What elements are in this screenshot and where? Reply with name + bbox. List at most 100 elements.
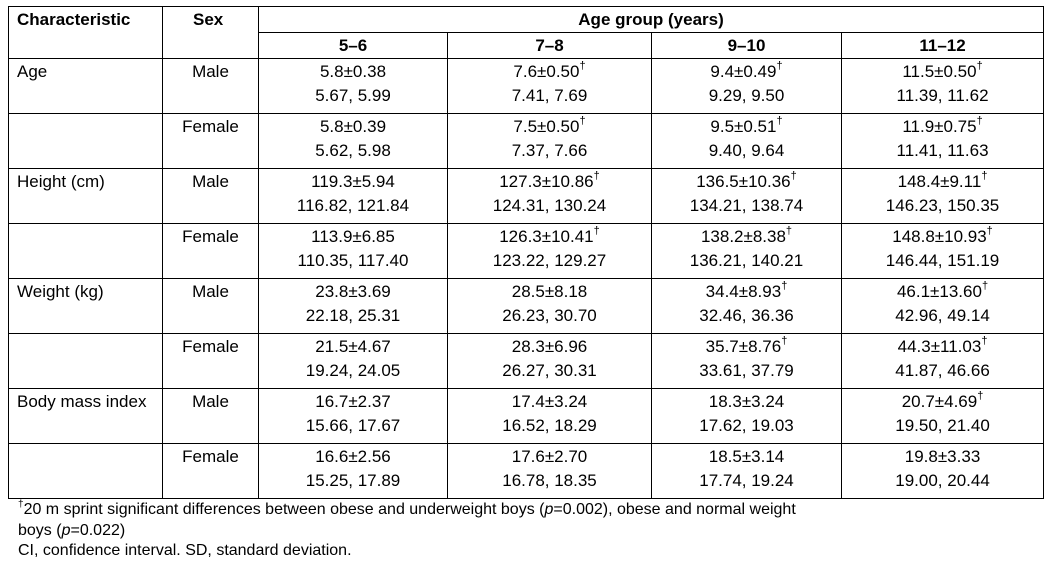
ci-value: 16.52, 18.29 bbox=[502, 415, 597, 435]
significance-mark: † bbox=[579, 60, 586, 73]
mean-sd-line: 23.8±3.69 bbox=[259, 280, 447, 304]
ci-value: 19.50, 21.40 bbox=[895, 415, 990, 435]
data-table: Characteristic Sex Age group (years) 5–6… bbox=[8, 6, 1045, 499]
mean-sd-line: 17.6±2.70 bbox=[448, 445, 651, 469]
ci-value: 32.46, 36.36 bbox=[699, 305, 794, 325]
value-cell: 16.6±2.56 15.25, 17.89 bbox=[258, 443, 448, 499]
ci-value: 9.29, 9.50 bbox=[708, 85, 785, 105]
significance-mark: † bbox=[781, 335, 788, 348]
mean-sd-line: 9.4±0.49† bbox=[652, 60, 841, 84]
footnote-line2: boys ( bbox=[18, 521, 62, 539]
characteristic-cell bbox=[8, 223, 163, 279]
footnote-continuation: boys (p=0.022) bbox=[18, 521, 796, 542]
footnote-p2: =0.022) bbox=[70, 521, 126, 539]
value-cell: 11.9±0.75† 11.41, 11.63 bbox=[840, 113, 1045, 169]
mean-sd-line: 28.5±8.18 bbox=[448, 280, 651, 304]
mean-sd-value: 18.5±3.14 bbox=[708, 447, 785, 466]
significance-mark: † bbox=[776, 115, 783, 128]
significance-mark: † bbox=[981, 280, 989, 293]
value-cell: 21.5±4.67 19.24, 24.05 bbox=[258, 333, 448, 389]
significance-mark: † bbox=[977, 390, 984, 403]
value-cell: 16.7±2.37 15.66, 17.67 bbox=[258, 388, 448, 444]
footnote-line1: 20 m sprint significant differences betw… bbox=[23, 501, 545, 518]
mean-sd-line: 28.3±6.96 bbox=[448, 335, 651, 359]
value-cell: 19.8±3.33 19.00, 20.44 bbox=[840, 443, 1045, 499]
ci-value: 15.25, 17.89 bbox=[305, 470, 401, 490]
significance-mark: † bbox=[986, 225, 993, 238]
mean-sd-line: 5.8±0.39 bbox=[259, 115, 447, 139]
value-cell: 18.5±3.14 17.74, 19.24 bbox=[651, 443, 842, 499]
mean-sd-value: 127.3±10.86 bbox=[499, 172, 594, 191]
header-age-11-12: 11–12 bbox=[840, 32, 1045, 59]
table-row: Female 5.8±0.39 5.62, 5.98 7.5±0.50† 7.37, 7… bbox=[8, 113, 1045, 169]
value-cell: 17.4±3.24 16.52, 18.29 bbox=[447, 388, 652, 444]
sex-cell: Female bbox=[162, 113, 259, 169]
mean-sd-line: 9.5±0.51† bbox=[652, 115, 841, 139]
ci-value: 116.82, 121.84 bbox=[296, 195, 410, 215]
characteristic-cell: Age bbox=[8, 58, 163, 114]
mean-sd-line: 148.4±9.11† bbox=[842, 170, 1043, 194]
ci-value: 22.18, 25.31 bbox=[305, 305, 401, 325]
mean-sd-value: 46.1±13.60 bbox=[896, 282, 982, 301]
ci-value: 17.62, 19.03 bbox=[699, 415, 794, 435]
mean-sd-value: 44.3±11.03 bbox=[897, 337, 982, 356]
value-cell: 11.5±0.50† 11.39, 11.62 bbox=[840, 58, 1045, 114]
footnote-significance: †20 m sprint significant differences bet… bbox=[18, 498, 796, 521]
table-row: Height (cm) Male 119.3±5.94 116.82, 121.84 1… bbox=[8, 168, 1045, 224]
mean-sd-line: 44.3±11.03† bbox=[842, 335, 1043, 359]
mean-sd-value: 28.3±6.96 bbox=[511, 337, 588, 356]
table-row: Weight (kg) Male 23.8±3.69 22.18, 25.31 28.5… bbox=[8, 278, 1045, 334]
ci-value: 123.22, 129.27 bbox=[492, 250, 607, 270]
characteristic-cell bbox=[8, 333, 163, 389]
significance-mark: † bbox=[593, 170, 600, 183]
mean-sd-value: 20.7±4.69 bbox=[901, 392, 978, 411]
ci-value: 11.39, 11.62 bbox=[896, 85, 989, 105]
mean-sd-line: 21.5±4.67 bbox=[259, 335, 447, 359]
ci-value: 33.61, 37.79 bbox=[699, 360, 794, 380]
mean-sd-value: 17.4±3.24 bbox=[511, 392, 588, 411]
ci-value: 5.62, 5.98 bbox=[315, 140, 391, 160]
ci-value: 134.21, 138.74 bbox=[689, 195, 804, 215]
value-cell: 148.8±10.93† 146.44, 151.19 bbox=[840, 223, 1045, 279]
value-cell: 20.7±4.69† 19.50, 21.40 bbox=[840, 388, 1045, 444]
value-cell: 28.3±6.96 26.27, 30.31 bbox=[447, 333, 652, 389]
significance-mark: † bbox=[781, 280, 788, 293]
characteristic-cell: Weight (kg) bbox=[8, 278, 163, 334]
mean-sd-value: 126.3±10.41 bbox=[499, 227, 594, 246]
mean-sd-line: 113.9±6.85 bbox=[259, 225, 447, 249]
ci-value: 136.21, 140.21 bbox=[689, 250, 804, 270]
table-row: Female 113.9±6.85 110.35, 117.40 126.3±10.4… bbox=[8, 223, 1045, 279]
header-sex: Sex bbox=[162, 6, 259, 59]
ci-value: 16.78, 18.35 bbox=[502, 470, 597, 490]
value-cell: 28.5±8.18 26.23, 30.70 bbox=[447, 278, 652, 334]
mean-sd-line: 5.8±0.38 bbox=[259, 60, 447, 84]
characteristic-cell bbox=[8, 443, 163, 499]
mean-sd-value: 35.7±8.76 bbox=[705, 337, 782, 356]
mean-sd-value: 5.8±0.38 bbox=[319, 62, 387, 81]
mean-sd-line: 148.8±10.93† bbox=[842, 225, 1043, 249]
mean-sd-value: 28.5±8.18 bbox=[511, 282, 588, 301]
ci-value: 26.23, 30.70 bbox=[502, 305, 597, 325]
sex-cell: Female bbox=[162, 333, 259, 389]
mean-sd-line: 18.5±3.14 bbox=[652, 445, 841, 469]
mean-sd-line: 17.4±3.24 bbox=[448, 390, 651, 414]
sex-cell: Male bbox=[162, 168, 259, 224]
value-cell: 35.7±8.76† 33.61, 37.79 bbox=[651, 333, 842, 389]
ci-value: 7.41, 7.69 bbox=[511, 85, 588, 105]
value-cell: 46.1±13.60† 42.96, 49.14 bbox=[840, 278, 1045, 334]
value-cell: 23.8±3.69 22.18, 25.31 bbox=[258, 278, 448, 334]
dagger-mark: † bbox=[18, 498, 24, 510]
mean-sd-value: 16.6±2.56 bbox=[315, 447, 391, 466]
mean-sd-value: 136.5±10.36 bbox=[696, 172, 791, 191]
footnotes: †20 m sprint significant differences bet… bbox=[18, 498, 796, 562]
characteristic-cell: Body mass index bbox=[8, 388, 163, 444]
ci-value: 19.00, 20.44 bbox=[895, 470, 990, 490]
mean-sd-line: 138.2±8.38† bbox=[652, 225, 841, 249]
value-cell: 136.5±10.36† 134.21, 138.74 bbox=[651, 168, 842, 224]
mean-sd-line: 20.7±4.69† bbox=[842, 390, 1043, 414]
table-row: Female 21.5±4.67 19.24, 24.05 28.3±6.96 26.2… bbox=[8, 333, 1045, 389]
header-age-group: Age group (years) bbox=[257, 6, 1045, 33]
value-cell: 44.3±11.03† 41.87, 46.66 bbox=[840, 333, 1045, 389]
header-age-9-10: 9–10 bbox=[651, 32, 842, 59]
mean-sd-line: 11.9±0.75† bbox=[842, 115, 1043, 139]
